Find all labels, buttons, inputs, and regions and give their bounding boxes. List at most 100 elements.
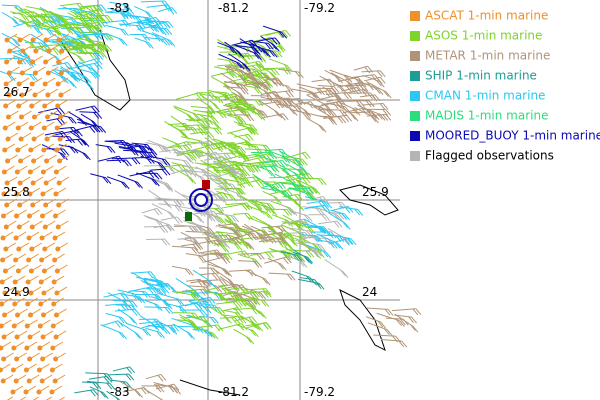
barb-tick: [282, 191, 289, 198]
barb-tick: [246, 127, 253, 134]
barb-shaft: [74, 58, 98, 66]
barb-tick: [157, 161, 164, 169]
barb-tick: [346, 114, 353, 122]
barb-shaft: [62, 6, 82, 14]
barb-tick: [153, 172, 160, 180]
wind-barb: [231, 229, 259, 240]
barb-tick: [247, 213, 254, 220]
ascat-obs: [55, 99, 68, 109]
wind-barb: [65, 138, 86, 146]
barb-shaft: [196, 291, 218, 294]
wind-barb: [75, 105, 100, 113]
barb-tick: [100, 126, 107, 133]
barb-tick: [232, 301, 239, 309]
barb-tick: [374, 94, 381, 102]
barb-tick: [158, 385, 165, 393]
wind-barb: [199, 315, 219, 324]
wind-barb: [185, 118, 211, 128]
barb-tick: [168, 326, 175, 334]
obs-dot: [14, 356, 20, 362]
wind-barb: [122, 387, 150, 395]
wind-barb: [144, 37, 171, 46]
barb-shaft: [144, 306, 168, 309]
wind-barb: [362, 102, 389, 110]
barb-tick: [60, 75, 67, 83]
wind-barb: [198, 324, 224, 332]
wind-barb: [172, 245, 200, 255]
barb-shaft: [295, 235, 316, 242]
barb-tick: [197, 326, 204, 334]
barb-tick: [134, 157, 141, 165]
barb-tick: [303, 218, 310, 226]
barb-shaft: [140, 0, 165, 3]
barb-tick: [223, 315, 230, 323]
obs-dot: [29, 103, 35, 109]
wind-barb: [147, 139, 171, 154]
ascat-obs: [24, 319, 38, 329]
barb-tick: [235, 301, 242, 309]
ascat-obs: [30, 176, 44, 186]
barb-tick: [130, 304, 137, 312]
obs-dot: [15, 147, 21, 153]
barb-tick: [166, 28, 173, 35]
barb-tick: [278, 45, 285, 53]
wind-barb: [117, 308, 138, 325]
barb-tick: [226, 153, 232, 160]
coast: [339, 184, 399, 216]
barb-tick: [244, 64, 251, 71]
barb-tick: [281, 155, 288, 163]
barb-shaft: [287, 187, 309, 190]
wind-barb: [97, 155, 125, 164]
ascat-obs: [3, 242, 17, 252]
wind-barb: [224, 65, 247, 84]
barb-shaft: [221, 284, 243, 290]
barb-tick: [78, 27, 85, 34]
barb-tick: [209, 297, 216, 304]
legend-swatch: [410, 11, 420, 21]
barb-tick: [189, 126, 196, 134]
wind-barb: [148, 189, 172, 209]
barb-tick: [160, 162, 166, 170]
barb-shaft: [157, 292, 180, 300]
wind-barb: [140, 0, 171, 8]
obs-dot: [3, 103, 9, 109]
barb-tick: [53, 29, 60, 36]
barb-shaft: [198, 249, 218, 254]
barb-shaft: [97, 155, 119, 162]
barb-tick: [141, 291, 148, 298]
ascat-obs: [32, 88, 46, 98]
barb-tick: [321, 214, 328, 221]
barb-tick: [232, 223, 239, 231]
barb-tick: [238, 163, 245, 170]
barb-shaft: [67, 72, 89, 85]
wind-barb: [231, 39, 258, 48]
barb-tick: [221, 268, 228, 275]
wind-barb: [49, 10, 68, 26]
obs-dot: [42, 81, 48, 87]
barb-tick: [286, 273, 293, 281]
wind-barb: [255, 49, 283, 58]
ascat-obs: [55, 220, 69, 230]
barb-tick: [324, 90, 331, 98]
ascat-obs: [18, 154, 31, 164]
barb-shaft: [373, 334, 396, 337]
obs-dot: [0, 279, 5, 285]
barb-shaft: [212, 143, 234, 150]
barb-tick: [160, 374, 167, 381]
barb-tick: [245, 242, 252, 250]
barb-tick: [101, 51, 108, 59]
obs-dot: [41, 290, 47, 296]
barb-shaft: [228, 269, 251, 272]
wind-barb: [105, 24, 129, 37]
barb-tick: [253, 261, 260, 268]
barb-tick: [128, 300, 135, 308]
barb-tick: [266, 169, 273, 177]
barb-tick: [271, 159, 278, 167]
barb-tick: [239, 239, 246, 246]
barb-tick: [349, 82, 356, 90]
barb-tick: [285, 256, 292, 264]
obs-dot: [46, 48, 52, 54]
barb-tick: [303, 214, 310, 222]
barb-tick: [300, 219, 307, 227]
wind-barb: [177, 289, 200, 297]
